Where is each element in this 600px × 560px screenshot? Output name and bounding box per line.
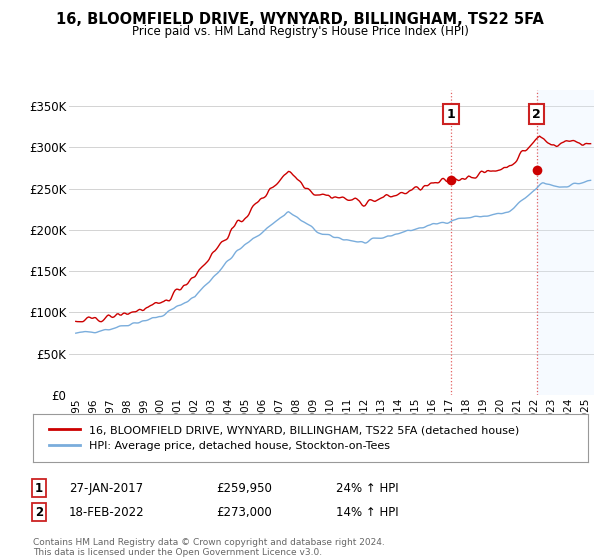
Text: Price paid vs. HM Land Registry's House Price Index (HPI): Price paid vs. HM Land Registry's House … xyxy=(131,25,469,38)
Bar xyxy=(536,90,594,395)
Text: 2: 2 xyxy=(532,108,541,121)
Text: 16, BLOOMFIELD DRIVE, WYNYARD, BILLINGHAM, TS22 5FA: 16, BLOOMFIELD DRIVE, WYNYARD, BILLINGHA… xyxy=(56,12,544,27)
Text: £273,000: £273,000 xyxy=(216,506,272,519)
Text: 1: 1 xyxy=(446,108,455,121)
Text: 24% ↑ HPI: 24% ↑ HPI xyxy=(336,482,398,495)
Legend: 16, BLOOMFIELD DRIVE, WYNYARD, BILLINGHAM, TS22 5FA (detached house), HPI: Avera: 16, BLOOMFIELD DRIVE, WYNYARD, BILLINGHA… xyxy=(44,421,523,456)
Text: 27-JAN-2017: 27-JAN-2017 xyxy=(69,482,143,495)
Text: Contains HM Land Registry data © Crown copyright and database right 2024.
This d: Contains HM Land Registry data © Crown c… xyxy=(33,538,385,557)
Text: 18-FEB-2022: 18-FEB-2022 xyxy=(69,506,145,519)
Text: 2: 2 xyxy=(35,506,43,519)
Text: 1: 1 xyxy=(35,482,43,495)
Text: 14% ↑ HPI: 14% ↑ HPI xyxy=(336,506,398,519)
Text: £259,950: £259,950 xyxy=(216,482,272,495)
